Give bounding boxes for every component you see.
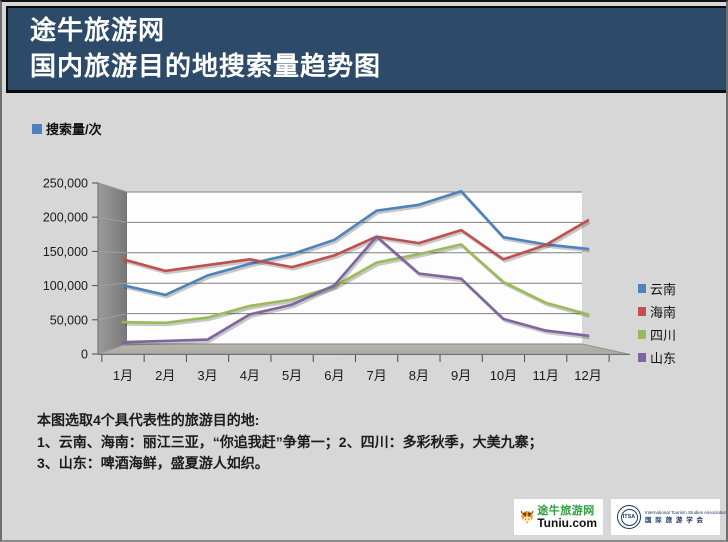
y-tick-label: 200,000 — [43, 211, 88, 225]
x-tick-label: 2月 — [155, 368, 175, 383]
legend-swatch-icon — [638, 329, 646, 339]
tuniu-cow-icon — [520, 510, 534, 525]
x-tick-label: 7月 — [367, 368, 387, 383]
itsa-logo: ITSA International Tourism Studies Assoc… — [611, 499, 726, 535]
note-line: 本图选取4个具代表性的旅游目的地: — [37, 412, 260, 428]
x-tick-label: 8月 — [409, 368, 429, 383]
axis-labels: 250,000 200,000 150,000 100,000 50,000 0 1月 2月 3… — [43, 177, 602, 384]
note-line: 3、山东：啤酒海鲜，盛夏游人如织。 — [37, 455, 269, 471]
series-line-2-四川 — [121, 243, 590, 325]
y-tick-label: 100,000 — [43, 279, 88, 293]
wall-gridline — [97, 343, 128, 355]
itsa-logo-en: International Tourism Studies Associatio… — [645, 509, 727, 515]
wall-gridline — [97, 313, 128, 321]
series-line-1-海南 — [121, 219, 590, 273]
series-legend: 云南 海南 四川 山东 — [638, 279, 676, 371]
tuniu-logo-en: Tuniu.com — [537, 515, 597, 530]
unit-legend-label: 搜索量/次 — [46, 122, 102, 137]
x-tick-label: 12月 — [574, 368, 601, 383]
series-line-0-云南 — [121, 189, 590, 297]
legend-swatch-icon — [638, 283, 646, 293]
note-line: 1、云南、海南：丽江三亚，“你追我赶”争第一；2、四川：多彩秋季，大美九寨； — [37, 433, 543, 450]
unit-legend-swatch — [32, 123, 42, 134]
x-tick-label: 1月 — [113, 368, 133, 383]
wall-gridline — [97, 182, 128, 193]
y-tick-label: 150,000 — [43, 245, 88, 259]
axes — [92, 182, 630, 362]
legend-item: 云南 — [638, 279, 676, 297]
x-tick-label: 4月 — [240, 368, 260, 383]
x-tick-label: 6月 — [324, 368, 344, 383]
chart-floor — [97, 343, 631, 355]
footer-logos: 途牛旅游网 Tuniu.com ITSA International Touri… — [514, 499, 726, 535]
series-line-shadow — [124, 237, 590, 346]
x-tick-label: 10月 — [490, 368, 517, 383]
legend-item: 山东 — [638, 348, 676, 366]
wall-gridline — [97, 216, 128, 223]
description-notes: 本图选取4个具代表性的旅游目的地: 1、云南、海南：丽江三亚，“你追我赶”争第一… — [37, 410, 707, 475]
itsa-abbr: ITSA — [620, 508, 638, 526]
tuniu-logo-text: 途牛旅游网 Tuniu.com — [537, 505, 597, 530]
y-tick-label: 250,000 — [43, 177, 88, 191]
x-tick-label: 9月 — [451, 368, 471, 383]
chart-left-wall — [97, 182, 128, 355]
page-title: 国内旅游目的地搜索量趋势图 — [30, 51, 382, 81]
itsa-seal-icon: ITSA — [617, 505, 641, 529]
tuniu-logo: 途牛旅游网 Tuniu.com — [514, 499, 603, 535]
y-tick-label: 50,000 — [50, 313, 88, 327]
series-line-shadow — [124, 191, 590, 299]
legend-item: 海南 — [638, 302, 676, 320]
itsa-logo-cn: 国 际 旅 游 学 会 — [645, 516, 705, 524]
x-tick-label: 11月 — [532, 368, 559, 383]
gridlines — [97, 182, 582, 355]
series-line-shadow — [124, 221, 591, 275]
legend-label: 四川 — [650, 327, 677, 343]
data-series — [121, 189, 591, 346]
legend-label: 云南 — [650, 281, 677, 297]
itsa-logo-text: International Tourism Studies Associatio… — [645, 509, 727, 525]
legend-item: 四川 — [638, 325, 676, 343]
wall-gridline — [97, 251, 128, 254]
x-tick-label: 3月 — [197, 368, 217, 383]
tuniu-logo-cn: 途牛旅游网 — [537, 504, 595, 517]
axis-unit-legend: 搜索量/次 — [32, 119, 102, 138]
legend-label: 山东 — [650, 350, 677, 366]
legend-label: 海南 — [650, 304, 677, 320]
brand-title: 途牛旅游网 — [30, 15, 166, 45]
x-tick-label: 5月 — [282, 368, 302, 383]
wall-gridline — [97, 282, 128, 286]
legend-swatch-icon — [638, 352, 646, 362]
y-tick-label: 0 — [81, 348, 88, 362]
title-banner: 途牛旅游网 国内旅游目的地搜索量趋势图 — [6, 6, 726, 93]
series-line-3-山东 — [121, 235, 590, 344]
legend-swatch-icon — [638, 306, 646, 316]
